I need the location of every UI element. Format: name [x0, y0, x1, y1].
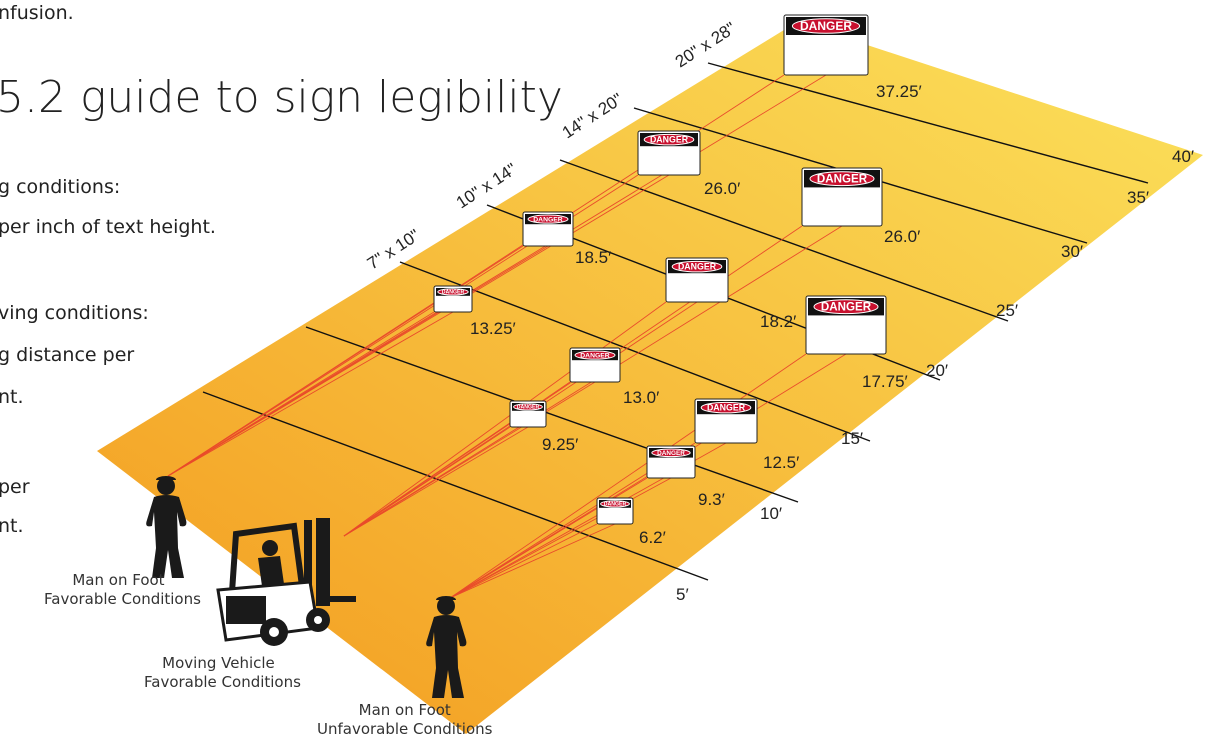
danger-sign-text: DANGER — [604, 502, 627, 508]
danger-oval — [809, 171, 875, 187]
danger-sign: DANGER — [522, 211, 574, 247]
danger-sign-text: DANGER — [517, 405, 540, 411]
danger-oval — [600, 500, 630, 508]
size-label-20x28: 20" x 28" — [672, 18, 739, 71]
sign-distance-labels: 13.25′ 18.5′ 26.0′ 37.25′ 9.25′ 13.0′ 18… — [470, 82, 922, 547]
intro-text-fragment: nfusion. — [0, 2, 74, 24]
row-distance-30: 30′ — [1061, 242, 1083, 261]
sign-group: DANGER DANGER DANGER DANGER DANGER DANGER DANG… — [433, 14, 887, 525]
sight-line — [167, 311, 454, 477]
row-distance-20: 20′ — [926, 361, 948, 380]
danger-oval — [813, 299, 879, 315]
danger-sign: DANGER — [805, 295, 887, 355]
man-on-foot-favorable-icon — [146, 476, 187, 578]
danger-sign: DANGER — [433, 285, 473, 313]
viewer-label-line: Moving Vehicle — [162, 654, 275, 672]
page-title: 5.2 guide to sign legibility — [0, 72, 563, 123]
danger-sign-text: DANGER — [442, 290, 465, 296]
danger-sign-text: DANGER — [821, 300, 872, 313]
danger-oval — [671, 260, 723, 273]
left-text-line-7: nt. — [0, 515, 24, 537]
sight-line — [449, 477, 672, 599]
row-distance-40: 40′ — [1172, 147, 1194, 166]
sight-line — [343, 426, 529, 537]
sight-line — [167, 74, 827, 477]
sign-distance-label: 37.25′ — [876, 82, 922, 101]
row-distance-15: 15′ — [841, 429, 863, 448]
sign-distance-label: 13.0′ — [623, 388, 659, 407]
danger-sign-text: DANGER — [657, 450, 685, 457]
sign-distance-label: 26.0′ — [704, 179, 740, 198]
sign-distance-label: 18.2′ — [760, 312, 796, 331]
sign-distance-label: 26.0′ — [884, 227, 920, 246]
sight-line — [449, 523, 598, 599]
left-text-line-1: g conditions: — [0, 176, 121, 198]
sign-distance-label: 9.25′ — [542, 435, 578, 454]
viewer-label-line: Man on Foot — [358, 701, 451, 719]
danger-oval — [437, 288, 469, 296]
sign-distance-label: 6.2′ — [639, 528, 666, 547]
sight-line — [343, 301, 667, 537]
sign-distance-label: 17.75′ — [862, 372, 908, 391]
danger-oval — [574, 350, 616, 360]
danger-sign: DANGER — [665, 257, 729, 303]
danger-sign: DANGER — [783, 14, 869, 76]
danger-sign-text: DANGER — [817, 172, 868, 185]
danger-sign-text: DANGER — [800, 19, 852, 33]
row-line-10 — [305, 326, 799, 503]
sign-distance-label: 9.3′ — [698, 490, 725, 509]
left-text-line-5: nt. — [0, 386, 24, 408]
danger-sign-text: DANGER — [580, 352, 610, 359]
floor-plane — [97, 22, 1203, 734]
sight-line — [449, 353, 807, 599]
viewer-label-line: Man on Foot — [72, 571, 165, 589]
danger-oval — [643, 133, 695, 146]
viewer-label-man-favorable: Man on Foot Favorable Conditions — [36, 571, 201, 609]
row-line-5 — [202, 391, 709, 581]
left-text-line-4: g distance per — [0, 344, 135, 366]
danger-sign: DANGER — [694, 398, 758, 444]
danger-sign: DANGER — [509, 400, 547, 428]
sign-distance-label: 12.5′ — [763, 453, 799, 472]
row-line-15 — [399, 261, 871, 442]
row-line-25 — [559, 159, 1009, 322]
danger-oval — [651, 448, 691, 458]
viewer-label-line: Unfavorable Conditions — [317, 720, 493, 738]
forklift-icon — [216, 518, 356, 646]
danger-sign-text: DANGER — [707, 402, 746, 412]
danger-sign-text: DANGER — [533, 216, 563, 223]
danger-sign-text: DANGER — [650, 134, 689, 144]
row-distance-labels: 5′ 10′ 15′ 20′ 25′ 30′ 35′ 40′ — [676, 147, 1194, 604]
viewer-label-vehicle-favorable: Moving Vehicle Favorable Conditions — [136, 654, 301, 692]
sign-distance-label: 18.5′ — [575, 248, 611, 267]
danger-oval — [791, 18, 861, 34]
danger-sign: DANGER — [596, 497, 634, 525]
danger-oval — [700, 401, 752, 414]
danger-oval — [527, 214, 569, 224]
danger-sign: DANGER — [646, 445, 696, 479]
danger-sign: DANGER — [637, 130, 701, 176]
left-text-line-3: ving conditions: — [0, 302, 149, 324]
row-distance-25: 25′ — [996, 301, 1018, 320]
sight-line — [449, 523, 616, 599]
man-on-foot-unfavorable-icon — [426, 596, 467, 698]
left-text-line-6: per — [0, 476, 30, 498]
viewer-label-line: Favorable Conditions — [144, 673, 301, 691]
danger-sign: DANGER — [569, 347, 621, 383]
danger-sign-text: DANGER — [678, 261, 717, 271]
sight-line — [167, 174, 670, 477]
row-line-35 — [707, 62, 1149, 184]
viewer-label-line: Favorable Conditions — [44, 590, 201, 608]
danger-sign: DANGER — [801, 167, 883, 227]
row-distance-5: 5′ — [676, 585, 689, 604]
left-text-line-2: per inch of text height. — [0, 216, 216, 238]
viewer-label-man-unfavorable: Man on Foot Unfavorable Conditions — [317, 701, 492, 739]
row-distance-35: 35′ — [1127, 188, 1149, 207]
row-distance-10: 10′ — [760, 504, 782, 523]
sign-distance-label: 13.25′ — [470, 319, 516, 338]
danger-oval — [513, 403, 543, 411]
